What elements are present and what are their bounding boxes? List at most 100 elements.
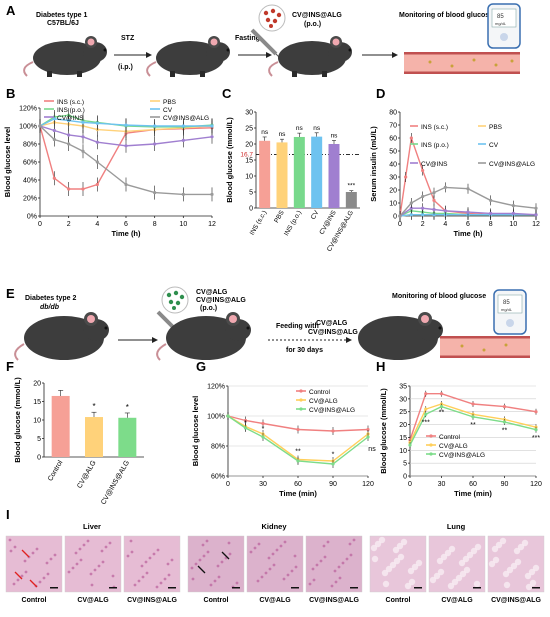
panel-c-chart: C 0 5 10 15 20 25 30 Blood glucose (mmol/L) 16.7 n… xyxy=(222,86,360,253)
y-tick-label: 0 xyxy=(249,206,253,213)
cell-texture xyxy=(167,573,171,577)
data-point xyxy=(95,140,99,144)
panel-letter: D xyxy=(376,86,385,101)
legend-label: CV@ALG xyxy=(439,443,468,450)
data-point xyxy=(261,435,265,439)
y-tick-label: 0% xyxy=(27,214,37,221)
scale-bar xyxy=(414,587,422,589)
legend-label: CV xyxy=(163,107,173,114)
legend-marker xyxy=(429,434,433,438)
obese-mouse-icon xyxy=(358,312,443,360)
mouse-icon xyxy=(146,36,230,77)
data-point xyxy=(153,124,157,128)
x-tick-label: 120 xyxy=(362,481,374,488)
cell-texture xyxy=(23,559,27,563)
cell-texture xyxy=(529,579,537,587)
cell-texture xyxy=(514,558,522,566)
cell-texture xyxy=(170,558,174,562)
y-tick-label: 20 xyxy=(245,142,253,149)
lesion-arrow-icon xyxy=(29,579,38,588)
cell-texture xyxy=(459,570,467,578)
panel-a-letter: A xyxy=(6,3,16,18)
group-label: CV@ALG xyxy=(441,597,473,604)
x-tick-label: 0 xyxy=(38,221,42,228)
bar xyxy=(259,140,271,208)
data-point xyxy=(52,128,56,133)
group-label: CV@INS@ALG xyxy=(127,597,177,604)
legend-label: PBS xyxy=(489,124,503,131)
panel-a: A Diabetes type 1 C57BL/6J STZ (i.p.) Fa… xyxy=(6,3,521,77)
cell-texture xyxy=(495,541,503,549)
legend-marker xyxy=(429,443,433,447)
bar xyxy=(345,192,357,208)
significance-label: * xyxy=(332,452,335,459)
mouse-icon xyxy=(268,36,352,77)
cell-texture xyxy=(148,556,152,560)
y-axis-label: Serum insulin (mU/L) xyxy=(369,126,378,202)
significance-label: ** xyxy=(470,422,476,429)
cell-texture xyxy=(271,552,275,556)
data-point xyxy=(398,214,402,218)
y-tick-label: 10 xyxy=(245,174,253,181)
cell-texture xyxy=(20,574,24,578)
x-axis-label: Time (h) xyxy=(111,229,141,238)
cell-texture xyxy=(78,547,82,551)
data-point xyxy=(81,187,85,191)
cell-texture xyxy=(198,558,202,562)
data-point xyxy=(471,402,475,406)
y-tick-label: 20% xyxy=(23,196,37,203)
data-point xyxy=(52,137,56,142)
bar xyxy=(276,142,288,208)
data-point xyxy=(511,211,515,215)
a-meter-value: 85 xyxy=(497,14,504,20)
data-point xyxy=(95,182,99,187)
data-point xyxy=(404,175,408,179)
legend-label: INS (p.o.) xyxy=(57,107,85,114)
data-point xyxy=(502,404,507,409)
data-point xyxy=(421,194,425,199)
a-step1-line1: Diabetes type 1 xyxy=(36,12,87,19)
data-point xyxy=(424,407,428,411)
data-point xyxy=(81,135,85,139)
legend-label: CV@INS xyxy=(421,161,448,168)
cell-texture xyxy=(455,574,463,582)
cell-texture xyxy=(521,539,529,547)
cell-texture xyxy=(308,582,312,586)
cell-texture xyxy=(191,577,195,581)
cell-texture xyxy=(322,544,326,548)
y-tick-label: 70 xyxy=(389,123,397,130)
cell-texture xyxy=(228,552,232,556)
y-tick-label: 100% xyxy=(207,414,225,421)
cell-texture xyxy=(448,545,456,553)
significance-label: * xyxy=(126,403,129,412)
y-tick-label: 5 xyxy=(37,436,41,443)
histology-image xyxy=(305,535,363,593)
cell-texture xyxy=(283,540,287,544)
cell-texture xyxy=(338,576,342,580)
cell-texture xyxy=(257,542,261,546)
y-axis-label: Blood glucose level xyxy=(3,127,12,197)
group-label: CV@ALG xyxy=(77,597,109,604)
cell-texture xyxy=(35,547,39,551)
scale-bar xyxy=(350,587,358,589)
y-tick-label: 5 xyxy=(249,190,253,197)
data-point xyxy=(67,133,71,137)
cell-texture xyxy=(491,545,499,553)
significance-label: ns xyxy=(279,131,287,138)
series-line xyxy=(409,403,537,443)
data-point xyxy=(409,206,413,210)
group-label: CV@INS@ALG xyxy=(491,597,541,604)
cell-texture xyxy=(408,578,416,586)
data-point xyxy=(424,392,428,396)
cell-texture xyxy=(156,548,160,552)
mouse-icon xyxy=(23,36,107,77)
e-drug-line1: CV@ALG xyxy=(196,289,228,296)
legend-label: Control xyxy=(309,389,331,396)
obese-mouse-icon xyxy=(14,312,109,361)
cell-texture xyxy=(326,540,330,544)
cell-texture xyxy=(166,562,170,566)
legend-label: CV@INS@ALG xyxy=(309,407,355,414)
data-point xyxy=(52,176,56,180)
e-step4: Monitoring of blood glucose xyxy=(392,293,486,300)
data-point xyxy=(466,210,470,214)
